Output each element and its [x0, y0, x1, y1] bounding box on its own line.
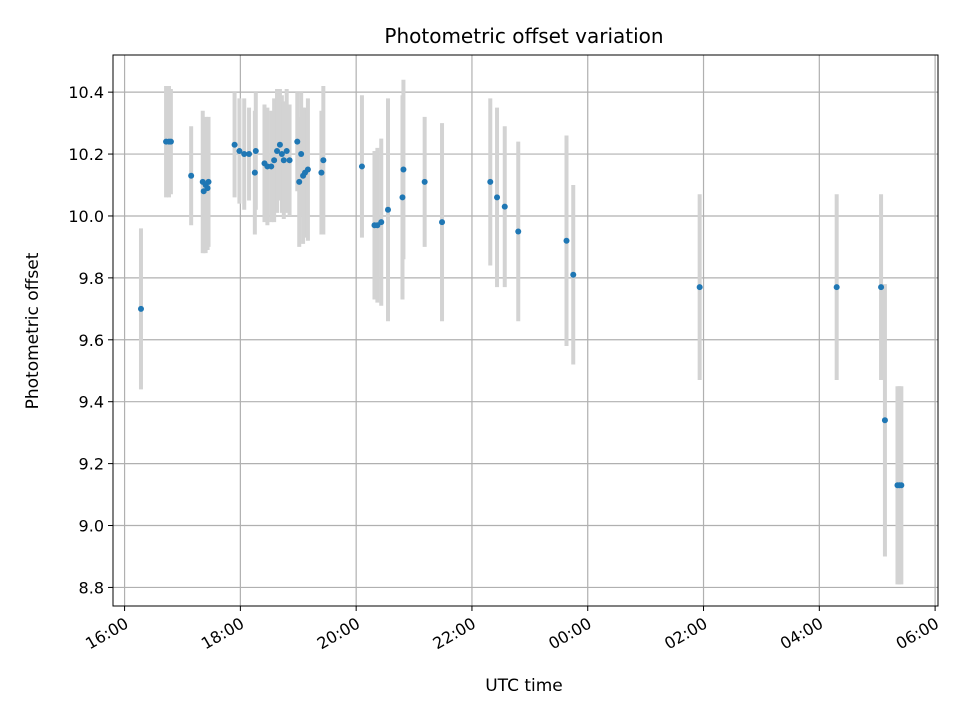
- data-point-41: [421, 178, 428, 185]
- data-point-15: [252, 147, 259, 154]
- y-tick-label-2: 9.2: [79, 455, 104, 474]
- data-point-13: [246, 151, 253, 158]
- data-point-52: [881, 417, 888, 424]
- data-point-21: [276, 141, 283, 148]
- y-axis-label: Photometric offset: [23, 252, 43, 409]
- data-point-33: [320, 157, 327, 164]
- plot-frame: [112, 54, 939, 607]
- data-point-49: [696, 284, 703, 291]
- data-point-31: [304, 166, 311, 173]
- data-point-27: [296, 178, 303, 185]
- y-tick-label-1: 9.0: [79, 517, 104, 536]
- data-point-0: [137, 305, 144, 312]
- data-point-50: [833, 284, 840, 291]
- data-point-47: [563, 237, 570, 244]
- data-point-19: [271, 157, 278, 164]
- data-point-23: [280, 157, 287, 164]
- data-point-20: [274, 147, 281, 154]
- data-point-55: [898, 482, 905, 489]
- data-point-24: [283, 147, 290, 154]
- data-point-46: [515, 228, 522, 235]
- data-point-9: [205, 178, 212, 185]
- data-point-32: [318, 169, 325, 176]
- y-tick-label-6: 10.0: [68, 207, 104, 226]
- data-point-43: [487, 178, 494, 185]
- y-tick-label-4: 9.6: [79, 331, 104, 350]
- data-point-38: [385, 206, 391, 213]
- y-tick-label-7: 10.2: [68, 145, 104, 164]
- data-point-10: [231, 141, 238, 148]
- data-point-45: [501, 203, 508, 210]
- data-point-14: [251, 169, 258, 176]
- data-point-12: [241, 151, 248, 158]
- data-point-26: [294, 138, 301, 145]
- data-point-39: [399, 194, 406, 201]
- data-point-3: [167, 138, 174, 145]
- y-tick-label-5: 9.8: [79, 269, 104, 288]
- chart-title: Photometric offset variation: [384, 24, 663, 48]
- data-point-18: [268, 163, 275, 170]
- x-axis-label: UTC time: [485, 676, 563, 696]
- data-point-28: [298, 151, 305, 158]
- data-point-8: [204, 185, 211, 192]
- data-point-44: [494, 194, 501, 201]
- grid: [113, 55, 938, 606]
- data-point-51: [878, 284, 885, 291]
- data-point-40: [400, 166, 407, 173]
- y-axis-ticks: 8.8 9.0 9.2 9.4 9.6 9.8 10.0 10.2 10.4: [68, 83, 113, 597]
- data-point-42: [439, 219, 446, 226]
- data-points: [137, 138, 905, 489]
- data-point-34: [358, 163, 365, 170]
- data-point-25: [286, 157, 293, 164]
- data-point-37: [378, 219, 385, 226]
- data-point-48: [570, 271, 577, 278]
- data-point-4: [188, 172, 195, 179]
- y-tick-label-3: 9.4: [79, 393, 104, 412]
- data-point-22: [278, 151, 285, 158]
- data-point-11: [236, 147, 243, 154]
- y-tick-label-8: 10.4: [68, 83, 104, 102]
- y-tick-label-0: 8.8: [79, 578, 104, 597]
